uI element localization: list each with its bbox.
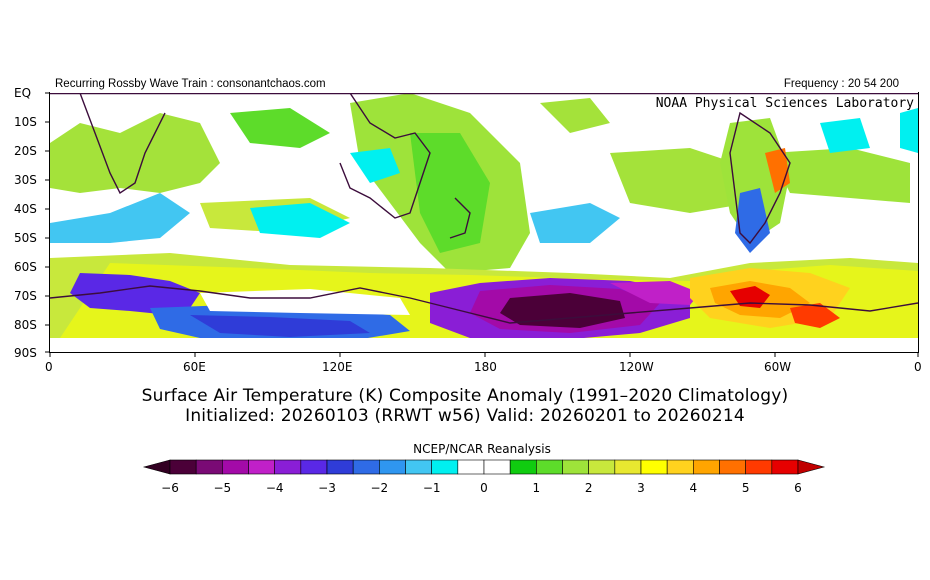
colorbar-tick-label: 0 — [480, 481, 488, 495]
colorbar-cell — [640, 459, 668, 475]
colorbar-cell — [509, 459, 537, 475]
lon-label-180: 180 — [474, 360, 497, 374]
colorbar-arrow-low — [142, 459, 171, 475]
colorbar-tick-label: 4 — [690, 481, 698, 495]
lat-label-80s: 80S — [14, 318, 37, 332]
anomaly-map — [50, 93, 918, 353]
source-credit: Recurring Rossby Wave Train : consonantc… — [55, 78, 326, 90]
lat-label-20s: 20S — [14, 144, 37, 158]
colorbar-arrow-high — [797, 459, 826, 475]
colorbar-ticks: −6 −5 −4 −3 −2 −1 0 1 2 3 4 5 6 — [161, 481, 802, 495]
colorbar-cell — [457, 459, 485, 475]
colorbar-cell — [745, 459, 773, 475]
colorbar-cell — [614, 459, 642, 475]
coastlines — [50, 93, 918, 324]
lat-label-50s: 50S — [14, 231, 37, 245]
lon-label-0: 0 — [45, 360, 53, 374]
lat-label-90s: 90S — [14, 346, 37, 360]
colorbar-tick-label: 2 — [585, 481, 593, 495]
lon-label-60w: 60W — [764, 360, 792, 374]
lat-label-eq: EQ — [14, 86, 32, 100]
title-line-1: Surface Air Temperature (K) Composite An… — [141, 386, 789, 406]
colorbar-tick-label: 6 — [794, 481, 802, 495]
map-canvas — [50, 93, 918, 353]
lon-ticks — [49, 352, 919, 357]
colorbar-cell — [222, 459, 249, 475]
colorbar-cell — [405, 459, 432, 475]
lon-label-120w: 120W — [619, 360, 654, 374]
colorbar-cell — [693, 459, 720, 475]
lat-label-40s: 40S — [14, 202, 37, 216]
colorbar-cell — [379, 459, 406, 475]
lon-label-60e: 60E — [183, 360, 206, 374]
lat-label-60s: 60S — [14, 260, 37, 274]
lon-label-0-east: 0 — [914, 360, 922, 374]
colorbar-tick-label: −1 — [423, 481, 441, 495]
colorbar-cell — [719, 459, 746, 475]
lat-label-10s: 10S — [14, 115, 37, 129]
colorbar-cell — [274, 459, 302, 475]
colorbar-cell — [588, 459, 616, 475]
colorbar-cell — [195, 459, 223, 475]
colorbar-cell — [352, 459, 380, 475]
colorbar-cell — [326, 459, 354, 475]
colorbar-tick-label: −3 — [318, 481, 336, 495]
title-line-2: Initialized: 20260103 (RRWT w56) Valid: … — [185, 406, 745, 426]
colorbar-tick-label: 1 — [533, 481, 541, 495]
colorbar-cell — [771, 459, 799, 475]
colorbar-cells — [142, 459, 826, 475]
colorbar-tick-label: −5 — [213, 481, 231, 495]
lat-ticks — [45, 92, 50, 353]
colorbar-cell — [483, 459, 511, 475]
lat-label-70s: 70S — [14, 289, 37, 303]
colorbar-tick-label: 3 — [637, 481, 645, 495]
colorbar-title: NCEP/NCAR Reanalysis — [413, 442, 551, 456]
frequency-label: Frequency : 20 54 200 — [783, 78, 899, 90]
colorbar-cell — [536, 459, 563, 475]
colorbar-cell — [248, 459, 275, 475]
map-frame — [49, 92, 919, 353]
colorbar-cell — [431, 459, 459, 475]
colorbar-tick-label: 5 — [742, 481, 750, 495]
org-label: NOAA Physical Sciences Laboratory — [655, 96, 914, 111]
colorbar-cell — [169, 459, 197, 475]
lat-label-30s: 30S — [14, 173, 37, 187]
lon-label-120e: 120E — [322, 360, 353, 374]
colorbar-cell — [666, 459, 694, 475]
colorbar-cell — [562, 459, 589, 475]
colorbar-tick-label: −6 — [161, 481, 179, 495]
colorbar-tick-label: −2 — [370, 481, 388, 495]
colorbar-cell — [300, 459, 328, 475]
colorbar-tick-label: −4 — [266, 481, 284, 495]
colorbar: −6 −5 −4 −3 −2 −1 0 1 2 3 4 5 6 — [142, 459, 826, 495]
